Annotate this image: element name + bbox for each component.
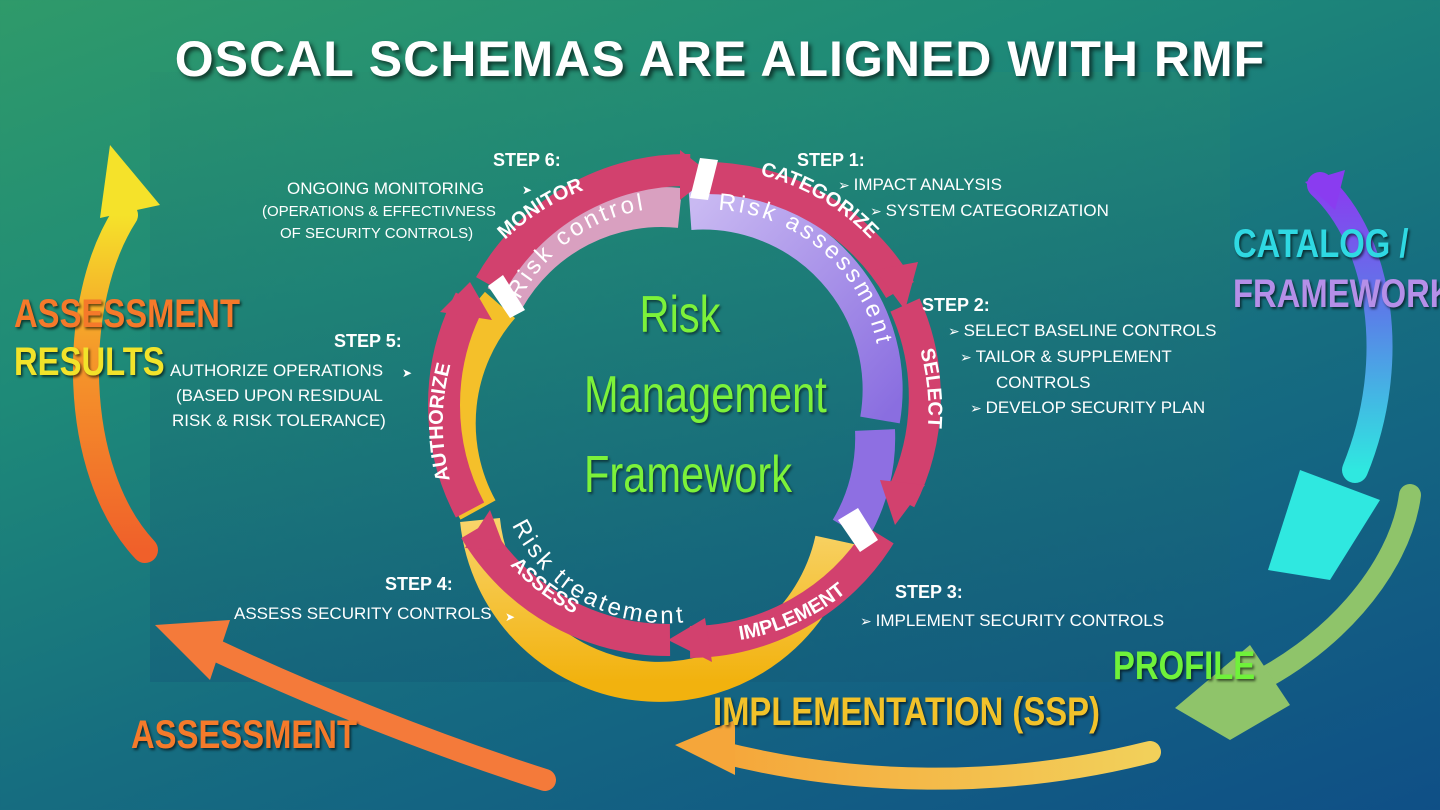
step2-heading: STEP 2: <box>922 295 990 315</box>
step5-item-3: RISK & RISK TOLERANCE) <box>172 411 386 430</box>
oscal-label-framework: FRAMEWORK <box>1233 272 1440 316</box>
step2-item-2: TAILOR & SUPPLEMENT <box>960 347 1172 367</box>
step3-item-1: IMPLEMENT SECURITY CONTROLS <box>860 611 1164 631</box>
step6-item-2: (OPERATIONS & EFFECTIVNESS <box>262 203 496 220</box>
rmf-ring <box>428 150 941 702</box>
oscal-label-profile: PROFILE <box>1113 644 1256 688</box>
step6-heading: STEP 6: <box>493 150 561 170</box>
step2-item-2-cont: CONTROLS <box>996 373 1091 392</box>
step1-heading: STEP 1: <box>797 150 865 170</box>
oscal-label-implementation: IMPLEMENTATION (SSP) <box>713 690 1100 734</box>
step5-pointer-icon: ➤ <box>402 366 413 380</box>
step3-heading: STEP 3: <box>895 582 963 602</box>
step5-item-1: AUTHORIZE OPERATIONS <box>170 361 384 380</box>
step4-pointer-icon: ➤ <box>505 610 516 624</box>
center-title-line-3: Framework <box>584 446 793 504</box>
step2-item-1: SELECT BASELINE CONTROLS <box>948 321 1217 341</box>
step4-heading: STEP 4: <box>385 574 453 594</box>
step1-item-2: SYSTEM CATEGORIZATION <box>870 201 1109 221</box>
step6-pointer-icon: ➤ <box>522 183 533 197</box>
step5-heading: STEP 5: <box>334 331 402 351</box>
oscal-label-assessment-results-line-2: RESULTS <box>14 340 165 384</box>
oscal-label-assessment: ASSESSMENT <box>131 713 357 757</box>
step1-item-1: IMPACT ANALYSIS <box>838 175 1002 195</box>
center-title-line-2: Management <box>584 366 827 424</box>
page-title: OSCAL SCHEMAS ARE ALIGNED WITH RMF <box>174 31 1266 87</box>
step4-item-1: ASSESS SECURITY CONTROLS <box>234 604 492 623</box>
step6-item-1: ONGOING MONITORING <box>287 179 485 198</box>
step6-item-3: OF SECURITY CONTROLS) <box>280 225 474 242</box>
oscal-label-assessment-results-line-1: ASSESSMENT <box>14 292 240 336</box>
step5-item-2: (BASED UPON RESIDUAL <box>176 386 383 405</box>
step2-item-3: DEVELOP SECURITY PLAN <box>970 398 1206 418</box>
oscal-label-catalog: CATALOG / <box>1233 222 1409 266</box>
oscal-cycle-arrows <box>72 145 1421 791</box>
center-title-line-1: Risk <box>639 286 721 344</box>
